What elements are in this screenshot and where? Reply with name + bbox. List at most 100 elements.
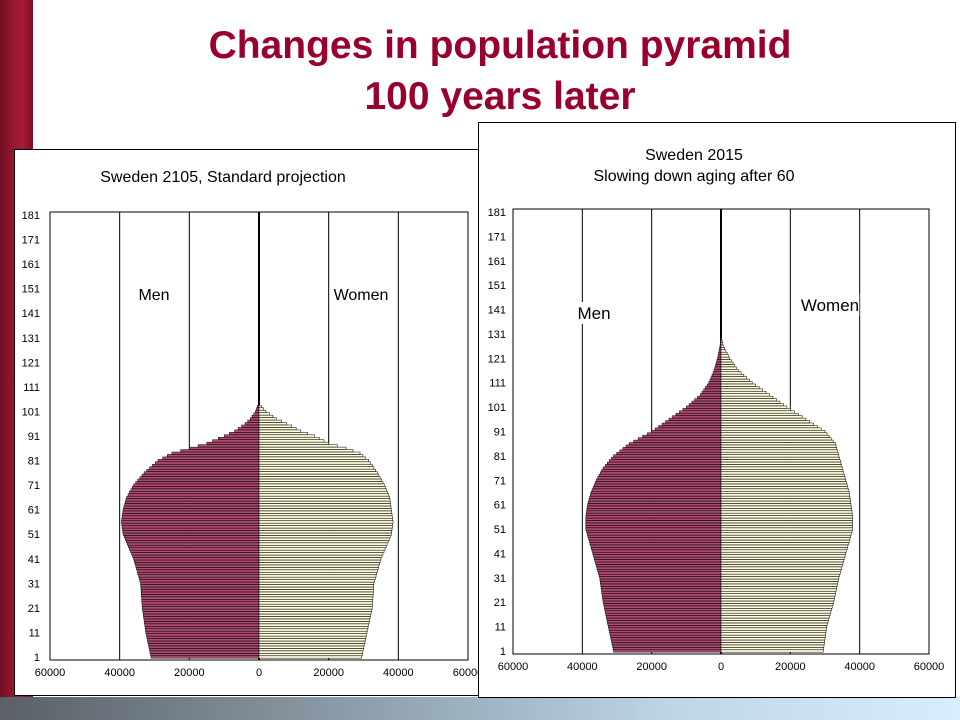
bar-women (258, 417, 277, 421)
bar-men (140, 581, 260, 585)
bar-women (720, 464, 842, 468)
bar-men (694, 398, 722, 402)
bar-men (138, 577, 260, 580)
bar-women (258, 549, 385, 553)
bar-men (150, 655, 260, 659)
bar-women (258, 643, 365, 647)
bar-men (134, 562, 260, 566)
y-tick-label: 61 (28, 505, 40, 517)
bar-women (720, 500, 851, 504)
bar-men (142, 608, 260, 612)
bar-women (720, 473, 845, 477)
bar-women (720, 364, 736, 368)
bar-women (720, 410, 795, 414)
x-tick-label: 40000 (104, 667, 135, 679)
bar-men (607, 620, 722, 624)
bar-men (141, 596, 260, 600)
bar-men (122, 530, 260, 534)
bar-men (679, 410, 722, 414)
bar-men (171, 451, 260, 455)
bar-men (141, 473, 260, 477)
bar-men (715, 361, 722, 365)
bar-women (258, 554, 383, 558)
decorative-bottom-bar (0, 697, 960, 720)
chart-title: Sweden 2015 (645, 147, 743, 164)
bar-women (720, 556, 845, 560)
bar-women (258, 446, 347, 450)
bar-men (601, 469, 722, 472)
bar-men (128, 545, 260, 548)
bar-women (720, 400, 781, 404)
bar-women (720, 361, 734, 365)
bar-men (595, 564, 722, 568)
bar-women (258, 444, 338, 448)
bar-women (720, 378, 750, 382)
y-tick-label: 11 (495, 622, 506, 634)
bar-women (720, 486, 849, 490)
bar-women (258, 577, 376, 580)
bar-women (720, 439, 834, 443)
bar-women (258, 545, 387, 548)
bar-men (126, 540, 260, 544)
women-label: Women (801, 296, 859, 315)
bar-women (720, 527, 853, 531)
bar-women (720, 559, 844, 563)
bar-women (720, 456, 840, 460)
bar-men (131, 486, 260, 489)
bar-women (720, 371, 742, 375)
bar-women (720, 510, 853, 514)
bar-men (127, 542, 260, 546)
bar-women (720, 425, 818, 429)
bar-men (148, 645, 260, 649)
bar-women (720, 583, 838, 587)
bar-women (258, 616, 371, 620)
x-tick-label: 20000 (174, 667, 205, 679)
bar-men (144, 621, 260, 625)
bar-men (140, 589, 260, 593)
chart-panel-sweden-2105: Sweden 2105, Standard projection 1 11 21 31 4… (14, 149, 484, 696)
bar-women (258, 412, 270, 416)
bar-women (720, 495, 851, 499)
bar-men (610, 634, 722, 638)
bar-women (258, 459, 369, 462)
bar-men (595, 478, 722, 482)
bar-women (258, 542, 388, 546)
bar-men (718, 352, 722, 355)
bar-women (720, 388, 763, 392)
bar-men (142, 606, 260, 610)
bar-women (258, 522, 394, 526)
bar-men (146, 468, 260, 472)
bar-women (720, 373, 745, 377)
bar-men (594, 559, 722, 563)
bar-women (258, 653, 363, 656)
bar-men (600, 586, 722, 589)
bar-women (720, 530, 853, 533)
bar-women (258, 500, 391, 504)
x-tick-label: 40000 (844, 661, 875, 673)
bar-men (142, 611, 260, 615)
bar-women (720, 454, 840, 458)
bar-men (593, 483, 722, 487)
slide-title-line-1: Changes in population pyramid (208, 24, 792, 67)
bar-women (720, 571, 841, 575)
bar-women (258, 537, 390, 541)
bar-women (720, 581, 839, 585)
bar-men (718, 349, 722, 353)
bar-women (258, 581, 375, 585)
bar-men (590, 544, 722, 548)
men-label-background (136, 284, 172, 305)
bar-men (141, 591, 260, 595)
bar-women (258, 505, 392, 509)
bar-men (244, 422, 260, 426)
bar-women (720, 459, 841, 463)
bar-women (720, 349, 727, 353)
bar-men (121, 518, 260, 521)
bar-men (616, 452, 722, 455)
y-tick-label: 181 (488, 207, 506, 219)
bar-women (720, 359, 732, 363)
bar-men (147, 640, 260, 644)
bar-men (613, 454, 722, 458)
bar-men (590, 491, 722, 494)
bar-men (206, 441, 260, 445)
bar-women (258, 611, 372, 615)
